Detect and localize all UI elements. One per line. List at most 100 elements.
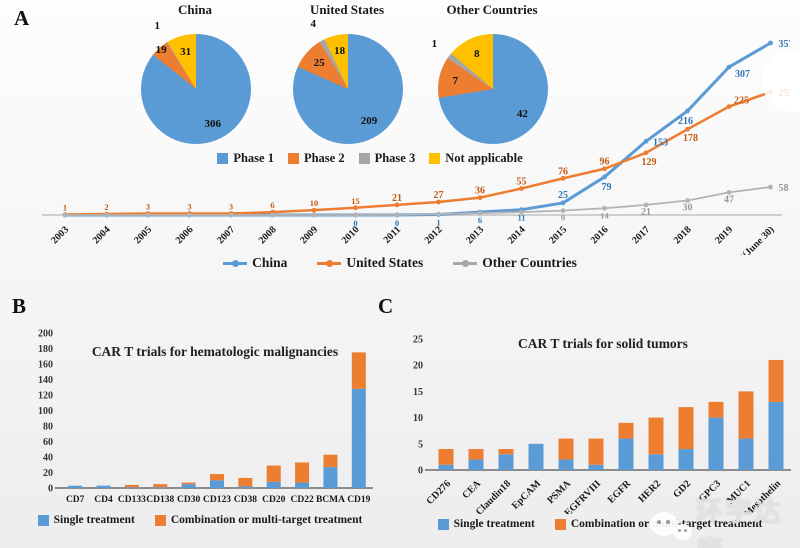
chart-title: CAR T trials for hematologic malignancie… (92, 344, 338, 359)
pie-chart-china: 306 19 1 31 (115, 20, 275, 156)
x-axis-year-label: 2003 (49, 224, 71, 246)
line-value-label: 11 (517, 213, 525, 223)
bar-segment-single (468, 459, 484, 470)
legend-swatch (37, 514, 49, 526)
bar-segment-combination (351, 352, 366, 389)
x-axis-year-label: 2004 (91, 224, 113, 246)
legend-label: Combination or multi-target treatment (170, 514, 363, 526)
line-value-label: 3 (187, 202, 191, 212)
bar-segment-single (96, 485, 111, 488)
bar-segment-single (558, 459, 574, 470)
legend-label: Phase 1 (233, 151, 274, 165)
data-point (726, 189, 732, 195)
pie-value-label: 42 (516, 107, 528, 120)
y-axis-tick-label: 180 (38, 344, 53, 355)
legend-line-marker (223, 259, 248, 267)
legend-swatch (287, 153, 299, 164)
legend-line-marker (453, 259, 478, 267)
legend-item-combination-or-multi-target-treatment: Combination or multi-target treatment (154, 514, 363, 526)
line-value-label: 1 (436, 218, 440, 228)
x-axis-category-label: EGFR (606, 478, 634, 506)
pie-value-label: 7 (452, 74, 459, 87)
line-series-1 (64, 90, 771, 216)
line-value-label: 55 (517, 177, 527, 188)
y-axis-tick-label: 25 (413, 335, 423, 346)
line-value-label: 0 (395, 218, 399, 228)
bar-segment-single (768, 401, 784, 470)
line-value-label: 6 (478, 215, 482, 225)
data-point (602, 205, 607, 211)
pie-value-label: 18 (334, 45, 346, 58)
line-value-label: 58 (779, 183, 789, 194)
data-point (602, 174, 607, 180)
line-value-label: 3 (146, 202, 150, 212)
pie-value-label: 209 (360, 115, 378, 128)
data-point (436, 211, 441, 217)
pie-block-other-countries: Other Countries 42 7 1 8 (412, 0, 572, 156)
data-point (311, 212, 317, 218)
data-point (643, 150, 649, 156)
bar-segment-single (588, 464, 604, 470)
data-point (311, 207, 317, 213)
line-value-label: 153 (653, 137, 668, 148)
line-value-label: 10 (310, 198, 319, 208)
y-axis-tick-label: 0 (48, 484, 53, 495)
legend-swatch (437, 518, 449, 530)
bar-segment-single (153, 487, 168, 488)
pie-title-other-countries: Other Countries (446, 2, 538, 17)
bar-segment-combination (648, 417, 664, 455)
legend-item-not-applicable: Not applicable (429, 151, 523, 166)
data-point (145, 212, 151, 218)
legend-item-phase-2: Phase 2 (287, 151, 345, 166)
pie-value-label: 4 (310, 18, 317, 30)
data-point (768, 40, 773, 46)
panel-b-label: B (12, 294, 27, 318)
x-axis-year-label: 2014 (506, 224, 528, 246)
panel-c-label: C (378, 294, 394, 318)
line-value-label: 76 (558, 166, 568, 177)
bar-segment-combination (238, 477, 253, 487)
watermark: 环宇达康 (650, 490, 800, 548)
data-point (560, 175, 566, 181)
data-point (477, 195, 483, 201)
x-axis-category-label: PSMA (545, 478, 573, 506)
legend-label: Phase 2 (303, 151, 345, 165)
x-axis-year-label: 2018 (672, 224, 694, 246)
legend-item-united-states: United States (317, 255, 423, 271)
x-axis-year-label: 2005 (132, 224, 154, 246)
bar-segment-single (124, 487, 139, 488)
data-point (726, 64, 732, 70)
y-axis-tick-label: 10 (413, 413, 423, 424)
legend-label: China (252, 255, 288, 270)
x-axis-year-label: 2011 (382, 224, 404, 246)
data-point (643, 202, 649, 208)
pie-value-label: 1 (154, 20, 160, 33)
data-point (685, 126, 690, 132)
line-value-label: 96 (600, 157, 610, 168)
pie-value-label: 1 (431, 38, 438, 51)
x-axis-category-label: CD4 (94, 495, 113, 505)
y-axis-tick-label: 140 (38, 375, 53, 386)
bar-segment-single (238, 486, 253, 488)
bar-segment-single (708, 417, 724, 470)
panel-a-label: A (14, 6, 30, 30)
line-value-label: 3 (229, 202, 233, 212)
chart-title: CAR T trials for solid tumors (518, 336, 688, 351)
data-point (228, 212, 234, 218)
line-value-label: 79 (602, 182, 612, 193)
data-point (560, 200, 566, 206)
pie-chart-united-states: 209 25 4 18 (267, 18, 427, 156)
bar-chart-hematologic: 0 20 40 60 80 100 120 140 160 180 200 CAR T trials … (38, 329, 373, 505)
legend-item-china: China (223, 255, 287, 271)
line-value-label: 0 (353, 218, 357, 228)
x-axis-category-label: CD22 (290, 495, 313, 505)
pie-phase-legend: Phase 1 Phase 2 Phase 3 Not applicable (150, 151, 590, 166)
pie-block-china: China 306 19 1 31 (115, 0, 275, 156)
line-value-label: 2 (104, 202, 108, 212)
legend-label: United States (346, 255, 424, 270)
legend-item-other-countries: Other Countries (453, 255, 577, 271)
x-axis-category-label: CEA (460, 478, 483, 501)
data-point (353, 212, 358, 218)
data-point (519, 186, 524, 191)
wechat-icon (650, 510, 692, 548)
